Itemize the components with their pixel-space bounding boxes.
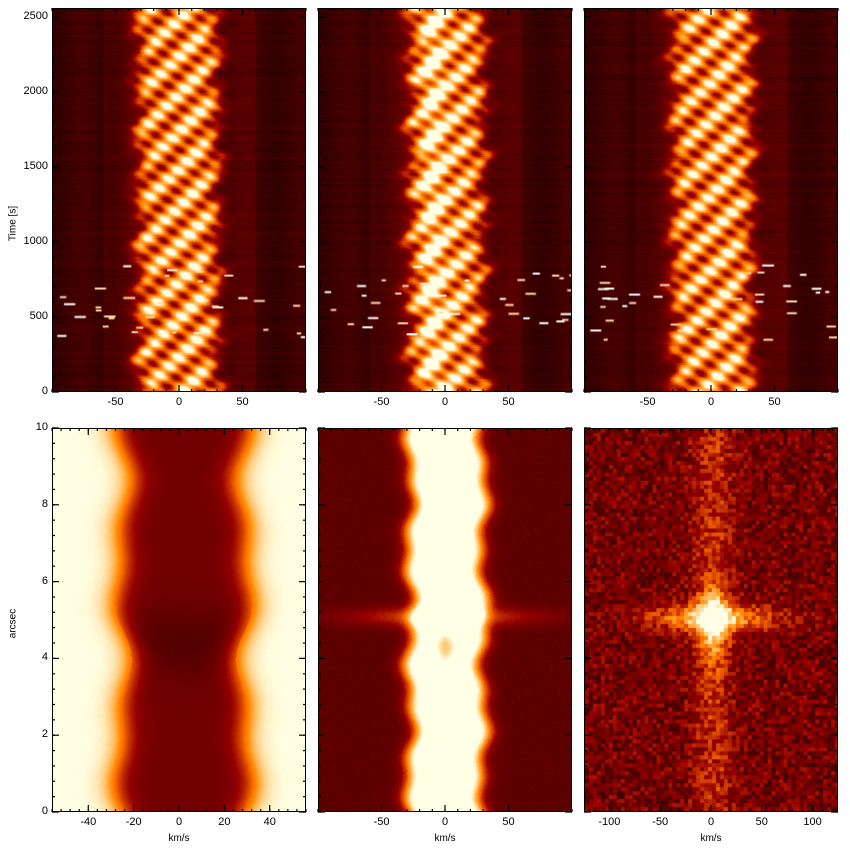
x-tick-label: 20 (218, 816, 231, 828)
x-tick-label: 0 (441, 816, 449, 828)
x-tick-label: -50 (652, 816, 669, 828)
x-tick-label: -50 (107, 396, 124, 408)
x-tick-label: -20 (125, 816, 142, 828)
x-tick-label: -50 (639, 396, 656, 408)
ylabel-bottom: arcsec (7, 608, 19, 639)
x-tick-label: 0 (707, 396, 715, 408)
y-tick-label: 6 (41, 574, 48, 587)
x-tick-label: 50 (502, 396, 515, 408)
y-tick-label: 0 (41, 805, 48, 817)
x-tick-label: 0 (707, 816, 715, 828)
x-tick-label: 40 (263, 816, 276, 828)
y-tick-label: 10 (35, 421, 48, 433)
xlabel-bottom-left: km/s (168, 833, 190, 844)
x-tick-label: 0 (175, 816, 183, 828)
x-tick-label: 50 (502, 816, 515, 828)
y-tick-label: 2 (41, 728, 48, 741)
y-tick-label: 500 (29, 310, 48, 322)
y-tick-label: 2000 (23, 85, 48, 97)
y-tick-label: 8 (41, 497, 48, 510)
x-tick-label: -50 (373, 396, 390, 408)
heatmap-bottom-left (52, 428, 306, 812)
heatmap-top-left (52, 8, 306, 392)
x-tick-label: -100 (598, 816, 621, 828)
x-tick-label: 0 (175, 396, 183, 408)
heatmap-bottom-middle (318, 428, 572, 812)
x-tick-label: 0 (441, 396, 449, 408)
x-tick-label: 50 (755, 816, 768, 828)
x-tick-label: 50 (236, 396, 249, 408)
x-tick-label: 50 (768, 396, 781, 408)
x-tick-label: -40 (80, 816, 97, 828)
xlabel-bottom-right: km/s (700, 833, 722, 844)
x-tick-label: -50 (373, 816, 390, 828)
y-tick-label: 1500 (23, 160, 48, 172)
heatmap-bottom-right (584, 428, 838, 812)
heatmap-top-right (584, 8, 838, 392)
y-tick-label: 0 (41, 385, 48, 397)
y-tick-label: 4 (41, 651, 48, 664)
xlabel-bottom-middle: km/s (434, 833, 456, 844)
y-tick-label: 1000 (23, 235, 48, 247)
heatmap-top-middle (318, 8, 572, 392)
x-tick-label: 100 (803, 816, 822, 828)
y-tick-label: 2500 (23, 10, 48, 22)
